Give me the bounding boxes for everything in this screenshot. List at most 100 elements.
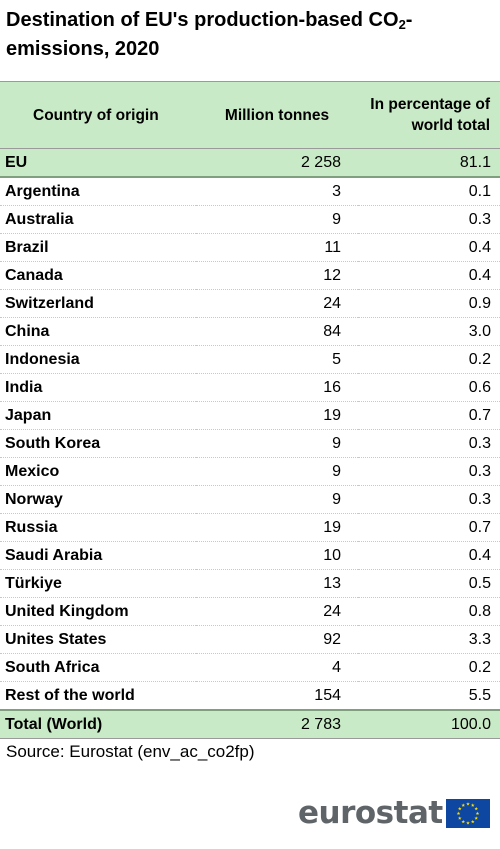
table-row-total: Total (World) 2 783 100.0 — [0, 709, 500, 739]
row-country: Japan — [0, 401, 196, 430]
table-row: Indonesia 5 0.2 — [0, 345, 500, 374]
row-percentage: 100.0 — [358, 709, 500, 739]
row-percentage: 0.4 — [358, 233, 500, 262]
star-icon — [475, 811, 480, 815]
table-row: Switzerland 24 0.9 — [0, 289, 500, 318]
table-row-eu: EU 2 258 81.1 — [0, 148, 500, 178]
row-million-tonnes: 9 — [196, 429, 358, 458]
table-row: Japan 19 0.7 — [0, 401, 500, 430]
title-text-end: -emissions, 2020 — [6, 9, 413, 60]
source-note: Source: Eurostat (env_ac_co2fp) — [6, 742, 255, 761]
row-country: Indonesia — [0, 345, 196, 374]
title-subscript: 2 — [398, 17, 406, 32]
table-row: United Kingdom 24 0.8 — [0, 597, 500, 626]
logo-text: eurostat — [298, 795, 443, 831]
row-million-tonnes: 2 258 — [196, 148, 358, 178]
star-icon — [470, 802, 475, 807]
row-million-tonnes: 3 — [196, 177, 358, 206]
star-icon — [465, 801, 470, 806]
table-header-row: Country of origin Million tonnes In perc… — [0, 81, 500, 149]
row-million-tonnes: 92 — [196, 625, 358, 654]
row-million-tonnes: 16 — [196, 373, 358, 402]
table-body: EU 2 258 81.1 Argentina 3 0.1 Australia 9 0.3… — [0, 148, 500, 711]
row-million-tonnes: 19 — [196, 401, 358, 430]
row-country: Australia — [0, 205, 196, 234]
row-million-tonnes: 24 — [196, 597, 358, 626]
row-percentage: 0.3 — [358, 429, 500, 458]
table-row: Mexico 9 0.3 — [0, 457, 500, 486]
title-text: Destination of EU's production-based CO — [6, 9, 399, 31]
row-million-tonnes: 4 — [196, 653, 358, 682]
row-million-tonnes: 9 — [196, 485, 358, 514]
row-million-tonnes: 5 — [196, 345, 358, 374]
star-icon — [465, 820, 470, 825]
row-million-tonnes: 12 — [196, 261, 358, 290]
row-percentage: 0.2 — [358, 345, 500, 374]
row-country: Brazil — [0, 233, 196, 262]
row-percentage: 0.5 — [358, 569, 500, 598]
table-row: Saudi Arabia 10 0.4 — [0, 541, 500, 570]
table-row: India 16 0.6 — [0, 373, 500, 402]
row-percentage: 5.5 — [358, 681, 500, 711]
row-percentage: 81.1 — [358, 148, 500, 178]
table-row: Norway 9 0.3 — [0, 485, 500, 514]
table-row: Brazil 11 0.4 — [0, 233, 500, 262]
table-row: Russia 19 0.7 — [0, 513, 500, 542]
star-icon — [461, 802, 465, 807]
row-percentage: 0.8 — [358, 597, 500, 626]
row-percentage: 0.7 — [358, 513, 500, 542]
star-icon — [456, 811, 461, 815]
row-country: South Africa — [0, 653, 196, 682]
row-million-tonnes: 9 — [196, 205, 358, 234]
row-percentage: 0.9 — [358, 289, 500, 318]
row-million-tonnes: 24 — [196, 289, 358, 318]
table-row: Türkiye 13 0.5 — [0, 569, 500, 598]
header-million-tonnes: Million tonnes — [196, 81, 358, 149]
row-country: Argentina — [0, 177, 196, 206]
eu-flag-icon — [445, 798, 490, 828]
eu-flag-stars — [456, 801, 480, 825]
row-percentage: 0.4 — [358, 541, 500, 570]
row-country: Russia — [0, 513, 196, 542]
emissions-table: Country of origin Million tonnes In perc… — [0, 81, 500, 739]
row-million-tonnes: 2 783 — [196, 709, 358, 739]
row-million-tonnes: 9 — [196, 457, 358, 486]
table-row: South Africa 4 0.2 — [0, 653, 500, 682]
row-country: Canada — [0, 261, 196, 290]
table-row: Canada 12 0.4 — [0, 261, 500, 290]
table-row: Unites States 92 3.3 — [0, 625, 500, 654]
row-country: Rest of the world — [0, 681, 196, 711]
row-percentage: 0.6 — [358, 373, 500, 402]
table-row: Argentina 3 0.1 — [0, 177, 500, 206]
eurostat-logo: eurostat — [298, 796, 490, 830]
row-country: China — [0, 317, 196, 346]
row-country: Saudi Arabia — [0, 541, 196, 570]
row-million-tonnes: 11 — [196, 233, 358, 262]
row-million-tonnes: 10 — [196, 541, 358, 570]
row-country: South Korea — [0, 429, 196, 458]
header-country: Country of origin — [0, 81, 196, 149]
row-percentage: 0.3 — [358, 205, 500, 234]
row-percentage: 0.1 — [358, 177, 500, 206]
row-country: Norway — [0, 485, 196, 514]
header-percentage: In percentage of world total — [358, 81, 500, 149]
star-icon — [474, 815, 478, 820]
row-percentage: 0.7 — [358, 401, 500, 430]
star-icon — [474, 806, 478, 810]
row-percentage: 3.3 — [358, 625, 500, 654]
row-country: EU — [0, 148, 196, 178]
row-country: United Kingdom — [0, 597, 196, 626]
table-row: Australia 9 0.3 — [0, 205, 500, 234]
row-country: Unites States — [0, 625, 196, 654]
row-percentage: 0.3 — [358, 457, 500, 486]
row-country: Total (World) — [0, 709, 196, 739]
table-row: South Korea 9 0.3 — [0, 429, 500, 458]
row-million-tonnes: 13 — [196, 569, 358, 598]
row-country: Switzerland — [0, 289, 196, 318]
row-percentage: 3.0 — [358, 317, 500, 346]
row-million-tonnes: 154 — [196, 681, 358, 711]
star-icon — [470, 819, 475, 823]
row-country: Mexico — [0, 457, 196, 486]
star-icon — [457, 815, 462, 820]
row-million-tonnes: 84 — [196, 317, 358, 346]
